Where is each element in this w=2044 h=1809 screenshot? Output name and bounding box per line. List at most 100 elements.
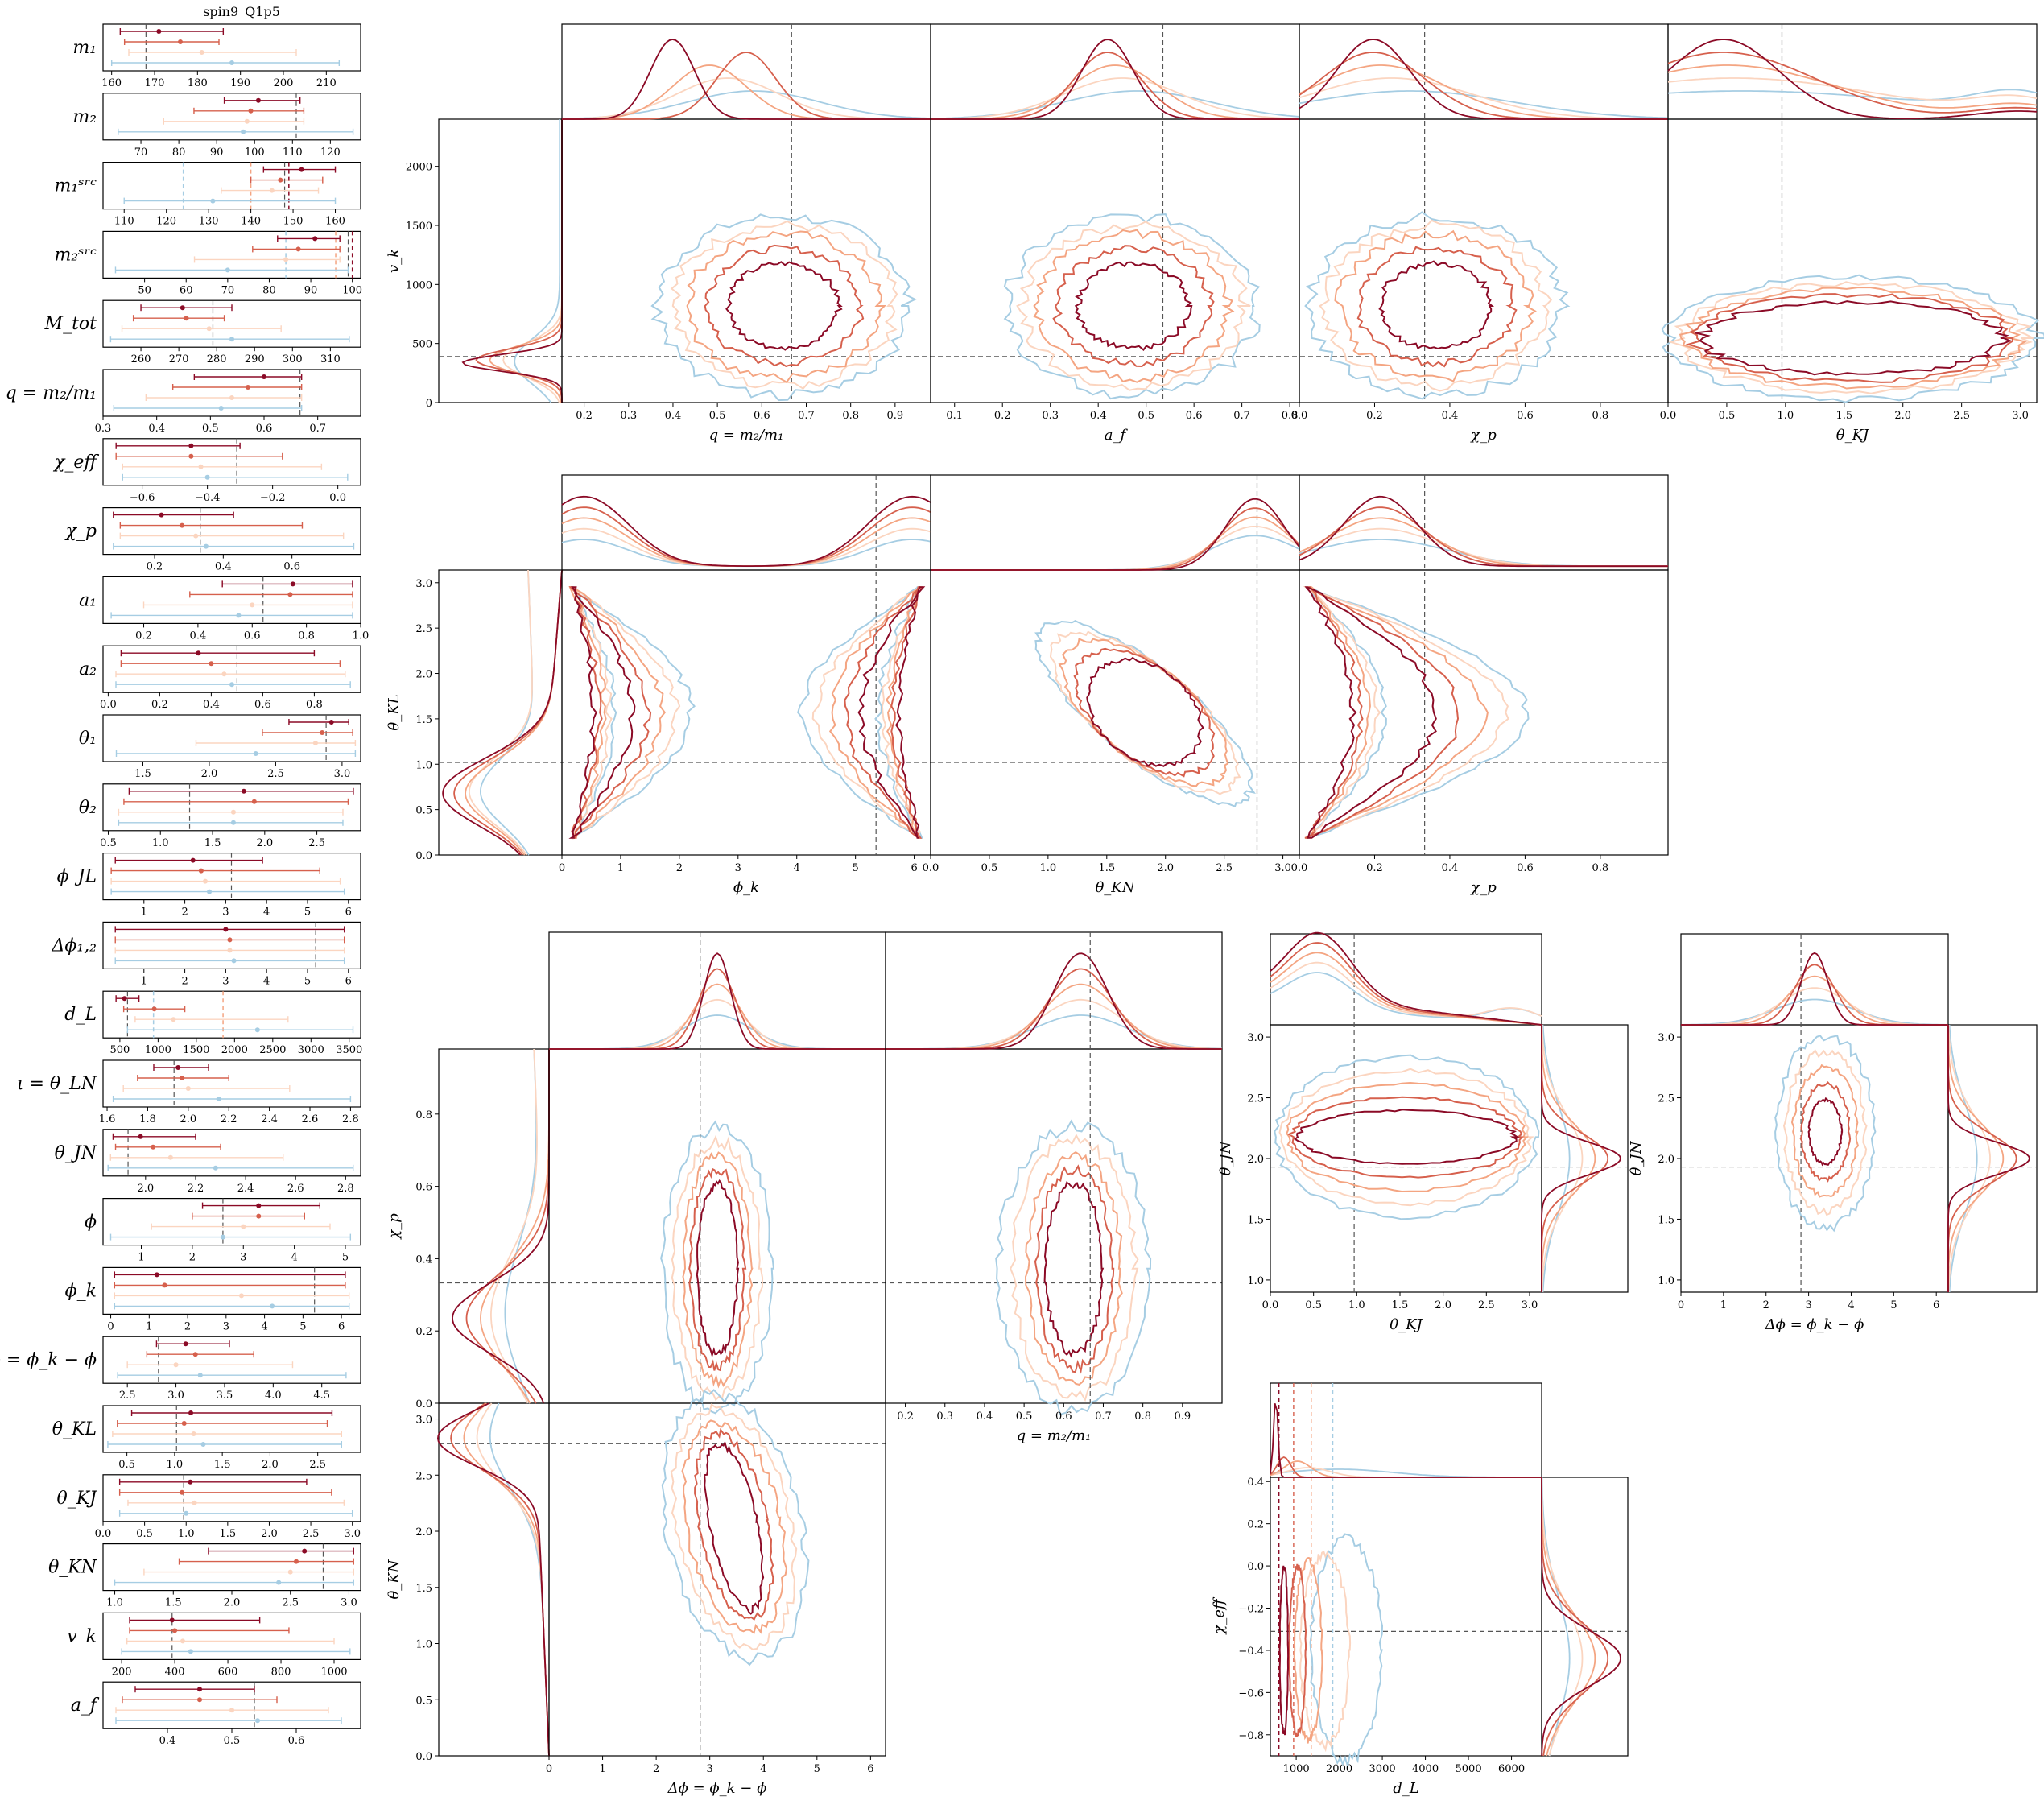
y-tick-label: 1.0	[415, 1639, 432, 1651]
contour	[1058, 638, 1229, 787]
contour	[1319, 219, 1553, 392]
forest-tick-label: 2.0	[256, 837, 273, 849]
forest-tick-label: 0.0	[329, 492, 346, 504]
x-axis-label: Δϕ = ϕ_k − ϕ	[1765, 1316, 1864, 1333]
x-axis-label: θ_KJ	[1836, 427, 1870, 444]
chip-group: 0.0 0.2 0.4 0.6 0.8 χ_p 0.0 0.5 1.0 1.5 2.0 2.5 3.0 θ…	[386, 931, 1223, 1797]
forest-median	[188, 1479, 193, 1485]
x-tick-label: 0.4	[1442, 862, 1459, 874]
forest-median	[200, 1442, 206, 1447]
x-tick-label: 4	[760, 1763, 766, 1775]
top-marginal-curve	[1667, 89, 2038, 101]
top-marginal-curve	[1299, 90, 1669, 119]
forest-row: ϕ_JL 1 2 3 4 5 6	[57, 852, 361, 919]
contour	[995, 1119, 1152, 1416]
x-tick-label: 1.0	[1778, 410, 1794, 422]
forest-frame	[102, 1197, 361, 1246]
tkl-marginal-curve	[479, 569, 533, 856]
x-tick-label: 0.3	[1042, 410, 1059, 422]
x-tick-label: 5	[1890, 1299, 1897, 1311]
forest-row: d_L 500 1000 1500 2000 2500 3000 3500	[64, 990, 362, 1056]
x-tick-label: 0.2	[1366, 410, 1383, 422]
forest-tick-label: 1000	[145, 1044, 171, 1056]
forest-tick-label: 1.5	[134, 768, 151, 780]
forest-median	[256, 1203, 262, 1208]
forest-frame	[102, 93, 361, 141]
forest-frame	[102, 299, 361, 348]
forest-tick-label: 5	[304, 975, 311, 987]
forest-median	[299, 167, 304, 172]
x-tick-label: 2000	[1326, 1763, 1352, 1775]
chip-marginal-frame	[438, 1048, 550, 1404]
right-marginal-curve	[1541, 1025, 1621, 1292]
forest-tick-label: 2.5	[308, 837, 325, 849]
forest-tick-label: 4	[261, 1320, 267, 1332]
forest-tick-label: 1.8	[139, 1113, 156, 1125]
forest-row: a₂ 0.0 0.2 0.4 0.6 0.8	[79, 645, 361, 711]
forest-tick-label: 3500	[336, 1044, 362, 1056]
forest-median	[241, 1224, 246, 1229]
y-tick-label: 0.2	[1247, 1519, 1264, 1531]
x-tick-label: 0.7	[1233, 410, 1250, 422]
y-tick-label: 2.5	[415, 623, 432, 635]
contour	[686, 230, 886, 384]
forest-label: Δϕ₁,₂	[51, 935, 97, 956]
y-tick-label: 0	[426, 398, 432, 410]
x-tick-label: 0.7	[798, 410, 815, 422]
contour	[1782, 1049, 1868, 1216]
forest-tick-label: 0	[107, 1320, 114, 1332]
vk-marginal-curve	[514, 119, 561, 403]
x-tick-label: 3.0	[2012, 410, 2029, 422]
forest-median	[241, 129, 246, 134]
y-tick-label: 0.4	[1247, 1477, 1264, 1489]
contour	[568, 586, 636, 839]
forest-row: θ_KN 1.0 1.5 2.0 2.5 3.0	[48, 1543, 361, 1609]
forest-median	[230, 809, 236, 815]
x-tick-label: 2	[1763, 1299, 1769, 1311]
x-tick-label: 0.6	[1517, 410, 1534, 422]
contour	[660, 1120, 775, 1415]
forest-median	[255, 97, 261, 103]
y-tick-label: 0.2	[415, 1326, 432, 1338]
contour	[1299, 1551, 1352, 1753]
forest-tick-label: 150	[283, 216, 304, 228]
contour	[1378, 260, 1495, 350]
right-marginal-curve	[1947, 1024, 1991, 1293]
forest-tick-label: 6	[345, 975, 352, 987]
x-tick-label: 0.8	[1592, 862, 1609, 874]
forest-median	[221, 671, 227, 677]
forest-tick-label: 0.4	[148, 423, 165, 435]
forest-tick-label: 1.0	[178, 1528, 195, 1540]
forest-median	[204, 474, 210, 480]
forest-median	[216, 1097, 221, 1101]
forest-median	[192, 1500, 197, 1505]
forest-median	[196, 650, 201, 656]
y-tick-label: 0.6	[415, 1182, 432, 1194]
forest-tick-label: 0.6	[283, 561, 300, 573]
top-marginal-frame	[1270, 933, 1542, 1026]
x-axis-label: d_L	[1393, 1780, 1418, 1797]
joint-frame	[548, 1048, 886, 1404]
contour	[1293, 1556, 1323, 1744]
forest-median	[185, 1086, 191, 1091]
forest-tick-label: 2.6	[302, 1113, 319, 1125]
contour	[1052, 245, 1215, 368]
forest-tick-label: 3.0	[167, 1390, 184, 1402]
y-tick-label: −0.4	[1238, 1646, 1264, 1658]
forest-tick-label: 2.4	[261, 1113, 278, 1125]
forest-median	[178, 39, 183, 44]
contour	[704, 244, 865, 367]
forest-row: m₂ 70 80 90 100 110 120	[72, 93, 361, 159]
forest-median	[180, 522, 185, 528]
y-tick-label: 500	[412, 339, 432, 351]
x-tick-label: 0.5	[981, 862, 998, 874]
contour	[682, 1151, 754, 1389]
forest-frame	[102, 1129, 361, 1177]
contour	[1016, 221, 1251, 391]
x-tick-label: 5	[814, 1763, 820, 1775]
forest-label: ι = θ_LN	[17, 1074, 97, 1094]
contour	[1304, 586, 1489, 839]
y-tick-label: 3.0	[1658, 1032, 1674, 1044]
forest-tick-label: 70	[134, 147, 148, 159]
forest-median	[180, 1489, 185, 1495]
